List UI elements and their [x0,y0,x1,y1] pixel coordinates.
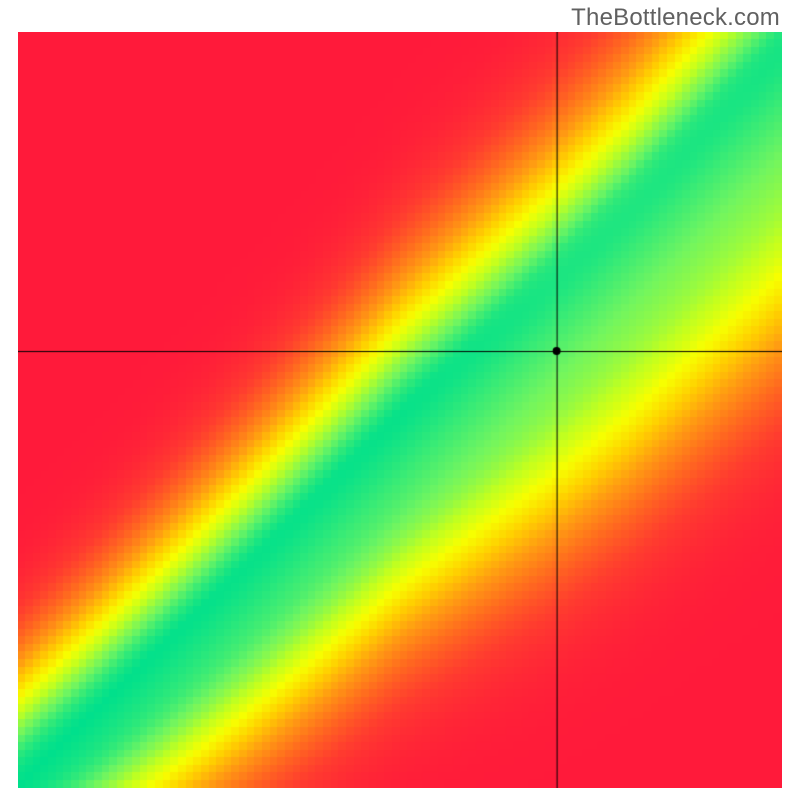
watermark-label: TheBottleneck.com [571,4,780,32]
bottleneck-heatmap [18,32,782,788]
